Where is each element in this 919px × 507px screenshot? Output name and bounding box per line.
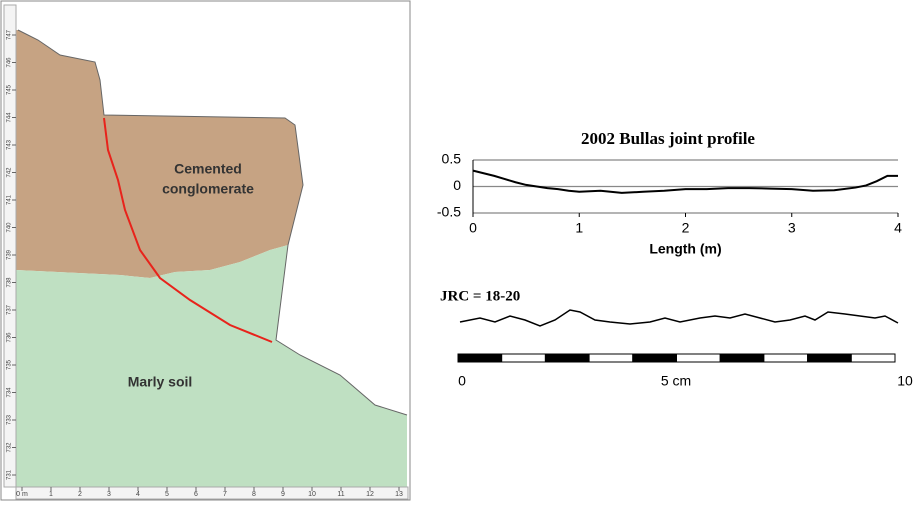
scale-segment <box>808 354 852 362</box>
ruler-label: 735 <box>7 359 13 370</box>
ruler-label: 4 <box>136 491 140 498</box>
ruler-label: 5 <box>165 491 169 498</box>
jrc-profile-line <box>460 310 898 326</box>
chart-title: 2002 Bullas joint profile <box>581 129 755 148</box>
ruler-label: 738 <box>7 277 13 288</box>
ruler-label: 8 <box>252 491 256 498</box>
layer-label: Marly soil <box>128 374 193 390</box>
x-tick-label: 0 <box>469 220 477 236</box>
x-tick-label: 3 <box>788 220 796 236</box>
scale-segment <box>720 354 764 362</box>
ruler-label: 744 <box>7 112 13 123</box>
layer-label: Cemented <box>174 161 242 177</box>
layer-label: conglomerate <box>162 181 254 197</box>
ruler-label: 732 <box>7 442 13 453</box>
scale-label: 5 cm <box>661 373 691 389</box>
ruler-label: 741 <box>7 194 13 205</box>
scale-label: 10 <box>897 373 913 389</box>
ruler-label: 12 <box>366 491 374 498</box>
ruler-label: 13 <box>395 491 403 498</box>
x-tick-label: 1 <box>575 220 583 236</box>
ruler-label: 6 <box>194 491 198 498</box>
chart: 2002 Bullas joint profile -0.5 0 0.5 0 1 2 3 4 Le… <box>437 129 902 257</box>
ruler-label: 739 <box>7 249 13 260</box>
scale-segment <box>502 354 546 362</box>
y-tick-label: 0 <box>453 177 461 193</box>
figure: Cemented conglomerate Marly soil 0 m1234… <box>0 0 919 502</box>
scale-bar: 0 5 cm 10 <box>458 354 913 389</box>
ruler-bar <box>16 487 408 499</box>
y-tick-label: -0.5 <box>437 204 461 220</box>
scale-segment <box>545 354 589 362</box>
ruler-label: 7 <box>223 491 227 498</box>
ruler-bar <box>4 5 16 487</box>
ruler-label: 734 <box>7 387 13 398</box>
ruler-label: 0 m <box>16 491 28 498</box>
ruler-label: 746 <box>7 57 13 68</box>
scale-segment <box>589 354 633 362</box>
ruler-label: 736 <box>7 332 13 343</box>
x-tick-label: 4 <box>894 220 902 236</box>
ruler-label: 740 <box>7 222 13 233</box>
x-axis-label: Length (m) <box>649 241 721 257</box>
ruler-label: 731 <box>7 469 13 480</box>
ruler-label: 11 <box>337 491 344 498</box>
ruler-label: 747 <box>7 29 13 40</box>
ruler-label: 743 <box>7 139 13 150</box>
scale-label: 0 <box>458 373 466 389</box>
ruler-label: 10 <box>308 491 316 498</box>
scale-segment <box>677 354 721 362</box>
ruler-label: 9 <box>281 491 285 498</box>
ruler-label: 3 <box>107 491 111 498</box>
scale-segment <box>633 354 677 362</box>
ruler-label: 745 <box>7 84 13 95</box>
ruler-label: 742 <box>7 167 13 178</box>
ruler-label: 2 <box>78 491 82 498</box>
scale-segment <box>851 354 895 362</box>
ruler-label: 737 <box>7 304 13 315</box>
scale-segment <box>458 354 502 362</box>
scale-segment <box>764 354 808 362</box>
jrc-label: JRC = 18-20 <box>440 288 520 304</box>
ruler-label: 1 <box>49 491 53 498</box>
ruler-label: 733 <box>7 414 13 425</box>
x-tick-label: 2 <box>682 220 690 236</box>
data-line <box>473 171 898 193</box>
y-tick-label: 0.5 <box>442 151 462 167</box>
